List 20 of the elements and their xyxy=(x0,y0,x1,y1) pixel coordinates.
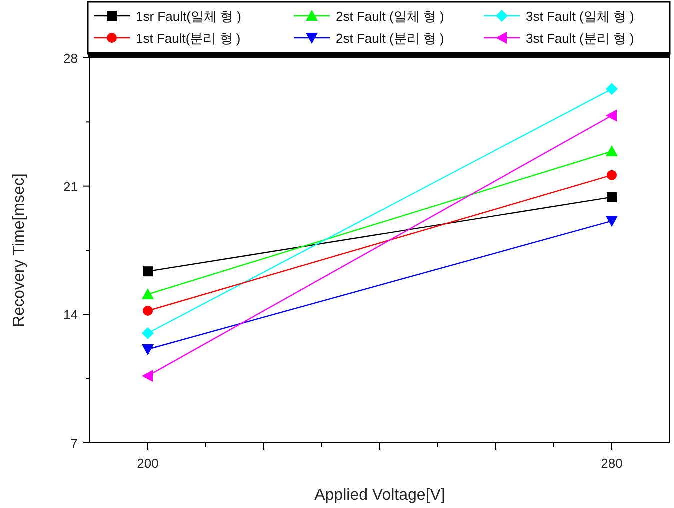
legend-label: 2st Fault (분리 형 ) xyxy=(336,31,444,46)
legend-label: 2st Fault (일체 형 ) xyxy=(336,9,444,24)
point xyxy=(607,192,617,202)
x-tick-label: 200 xyxy=(137,456,159,471)
y-tick-label: 21 xyxy=(64,179,78,194)
x-tick-label: 280 xyxy=(601,456,623,471)
point xyxy=(606,83,618,96)
y-tick-label: 14 xyxy=(64,308,78,323)
point xyxy=(607,170,617,180)
legend-label: 3st Fault (일체 형 ) xyxy=(526,9,634,24)
y-tick-label: 28 xyxy=(64,51,78,66)
point xyxy=(143,266,153,277)
y-tick-label: 7 xyxy=(70,436,78,451)
y-axis-title: Recovery Time[msec] xyxy=(11,174,28,328)
legend-label: 1sr Fault(일체 형 ) xyxy=(136,9,242,24)
point xyxy=(143,306,153,316)
x-axis-title: Applied Voltage[V] xyxy=(314,487,446,504)
point xyxy=(142,327,154,340)
legend-label: 1st Fault(분리 형 ) xyxy=(136,31,241,46)
legend-label: 3st Fault (분리 형 ) xyxy=(526,31,634,46)
